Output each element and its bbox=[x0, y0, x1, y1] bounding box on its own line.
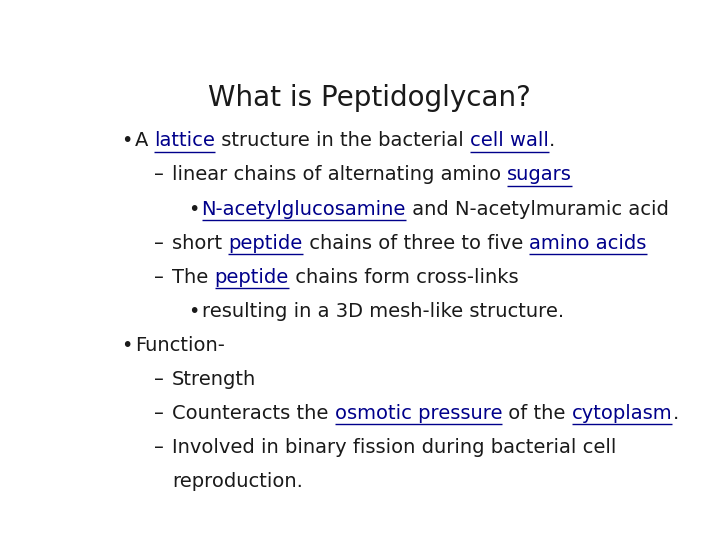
Text: A: A bbox=[135, 131, 154, 150]
Text: short: short bbox=[172, 234, 228, 253]
Text: •: • bbox=[121, 131, 132, 150]
Text: structure in the bacterial: structure in the bacterial bbox=[215, 131, 470, 150]
Text: Counteracts the: Counteracts the bbox=[172, 404, 335, 423]
Text: What is Peptidoglycan?: What is Peptidoglycan? bbox=[207, 84, 531, 112]
Text: –: – bbox=[154, 438, 164, 457]
Text: sugars: sugars bbox=[508, 165, 572, 185]
Text: resulting in a 3D mesh-like structure.: resulting in a 3D mesh-like structure. bbox=[202, 302, 564, 321]
Text: peptide: peptide bbox=[215, 268, 289, 287]
Text: •: • bbox=[188, 302, 199, 321]
Text: chains form cross-links: chains form cross-links bbox=[289, 268, 518, 287]
Text: chains of three to five: chains of three to five bbox=[302, 234, 529, 253]
Text: and N-acetylmuramic acid: and N-acetylmuramic acid bbox=[406, 199, 669, 219]
Text: Involved in binary fission during bacterial cell: Involved in binary fission during bacter… bbox=[172, 438, 616, 457]
Text: of the: of the bbox=[502, 404, 572, 423]
Text: cell wall: cell wall bbox=[470, 131, 549, 150]
Text: N-acetylglucosamine: N-acetylglucosamine bbox=[202, 199, 406, 219]
Text: Function-: Function- bbox=[135, 336, 225, 355]
Text: –: – bbox=[154, 165, 164, 185]
Text: –: – bbox=[154, 234, 164, 253]
Text: –: – bbox=[154, 268, 164, 287]
Text: peptide: peptide bbox=[228, 234, 302, 253]
Text: •: • bbox=[188, 199, 199, 219]
Text: linear chains of alternating amino: linear chains of alternating amino bbox=[172, 165, 508, 185]
Text: •: • bbox=[121, 336, 132, 355]
Text: lattice: lattice bbox=[154, 131, 215, 150]
Text: reproduction.: reproduction. bbox=[172, 472, 303, 491]
Text: amino acids: amino acids bbox=[529, 234, 647, 253]
Text: The: The bbox=[172, 268, 215, 287]
Text: –: – bbox=[154, 370, 164, 389]
Text: osmotic pressure: osmotic pressure bbox=[335, 404, 502, 423]
Text: cytoplasm: cytoplasm bbox=[572, 404, 672, 423]
Text: Strength: Strength bbox=[172, 370, 256, 389]
Text: .: . bbox=[549, 131, 555, 150]
Text: –: – bbox=[154, 404, 164, 423]
Text: .: . bbox=[672, 404, 679, 423]
